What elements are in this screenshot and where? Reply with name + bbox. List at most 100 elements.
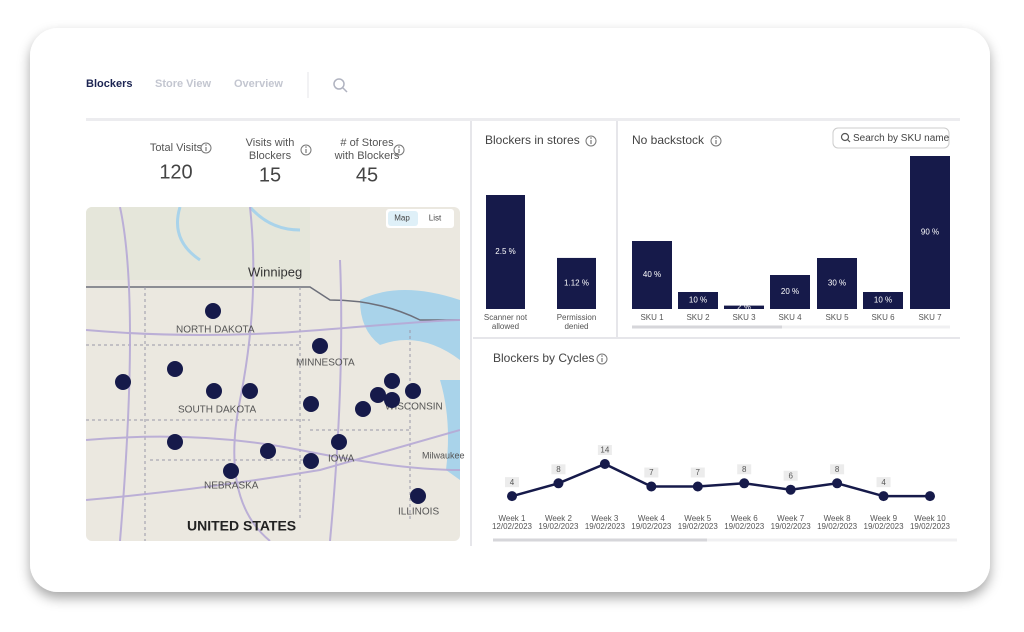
store-dot[interactable] [242, 383, 258, 399]
x-tick-date: 19/02/2023 [817, 522, 858, 531]
store-dot[interactable] [370, 387, 386, 403]
point [925, 491, 935, 502]
map-label: Winnipeg [248, 264, 302, 279]
info-icon [205, 144, 207, 146]
x-tick-label: Week 5 [684, 514, 712, 523]
store-dot[interactable] [384, 373, 400, 389]
kpi-label: Total Visits [150, 142, 203, 154]
store-dot[interactable] [410, 488, 426, 504]
kpi-value: 120 [159, 161, 192, 183]
search-placeholder: Search by SKU name [853, 133, 950, 144]
x-tick-label: Week 9 [870, 514, 898, 523]
line [511, 462, 930, 498]
store-dot[interactable] [303, 453, 319, 469]
info-icon [393, 144, 405, 156]
map-label: NEBRASKA [204, 481, 259, 492]
x-tick-label: allowed [492, 322, 519, 331]
point [785, 484, 796, 495]
x-tick-label: denied [564, 322, 588, 331]
map-label: Milwaukee [422, 450, 465, 460]
store-dot[interactable] [223, 463, 239, 479]
x-tick-label: Week 2 [545, 514, 573, 523]
map-button[interactable]: List [429, 214, 442, 223]
x-tick-date: 19/02/2023 [631, 522, 672, 531]
search-icon [840, 132, 850, 142]
store-dot[interactable] [405, 383, 421, 399]
map-label: NORTH DAKOTA [176, 325, 255, 336]
x-tick-date: 19/02/2023 [585, 522, 626, 531]
store-dot[interactable] [167, 434, 183, 450]
search-box[interactable] [832, 127, 950, 149]
store-dot[interactable] [312, 338, 328, 354]
bar [770, 275, 810, 309]
bar [724, 305, 764, 309]
bar-value-label: 90 % [921, 228, 939, 237]
info-icon [601, 355, 603, 357]
point-label: 6 [788, 471, 793, 480]
store-dot[interactable] [260, 443, 276, 459]
search-icon[interactable] [333, 78, 348, 93]
store-dot[interactable] [303, 396, 319, 412]
map-label: UNITED STATES [187, 518, 296, 534]
x-tick-label: SKU 1 [640, 313, 664, 322]
tab[interactable]: Overview [234, 78, 283, 90]
bar [910, 156, 950, 309]
store-dot[interactable] [331, 434, 347, 450]
tab[interactable]: Blockers [86, 78, 132, 90]
bar [863, 292, 903, 309]
point [553, 478, 564, 489]
store-dot[interactable] [205, 303, 221, 319]
bar-value-label: 2 % [737, 302, 751, 311]
x-tick-label: SKU 5 [825, 313, 849, 322]
bar [486, 195, 525, 309]
bar-value-label: 2.5 % [495, 247, 515, 256]
bar [817, 258, 857, 309]
map-label: MINNESOTA [296, 358, 355, 369]
label-box [690, 467, 705, 478]
x-tick-label: SKU 7 [918, 313, 942, 322]
point-label: 4 [510, 478, 515, 487]
x-tick-label: Permission [557, 313, 597, 322]
bar-value-label: 30 % [828, 279, 846, 288]
x-tick-date: 19/02/2023 [864, 522, 905, 531]
x-tick-date: 12/02/2023 [492, 522, 533, 531]
info-icon [305, 146, 307, 148]
store-dot[interactable] [115, 374, 131, 390]
info-icon [715, 137, 717, 139]
info-icon [585, 135, 597, 147]
bar [678, 292, 718, 309]
point-label: 8 [835, 465, 840, 474]
point [878, 491, 889, 502]
kpi-label: Blockers [249, 150, 292, 162]
map[interactable] [86, 207, 460, 541]
kpi-value: 15 [259, 164, 281, 186]
info-icon [710, 135, 722, 147]
x-tick-label: SKU 4 [778, 313, 802, 322]
map-button[interactable]: Map [394, 214, 410, 223]
store-dot[interactable] [167, 361, 183, 377]
map-label: IOWA [328, 454, 355, 465]
bar-value-label: 10 % [689, 296, 707, 305]
store-dot[interactable] [206, 383, 222, 399]
x-tick-label: Week 4 [638, 514, 666, 523]
map-label: WISCONSIN [385, 402, 443, 413]
bar-value-label: 20 % [781, 287, 799, 296]
x-tick-label: SKU 2 [686, 313, 710, 322]
x-tick-label: Scanner not [484, 313, 528, 322]
bar-value-label: 10 % [874, 296, 892, 305]
store-dot[interactable] [384, 392, 400, 408]
label-box [876, 477, 891, 488]
x-tick-label: SKU 6 [871, 313, 895, 322]
point [646, 481, 657, 492]
point-label: 8 [742, 465, 747, 474]
search-icon [847, 139, 851, 143]
label-box [737, 464, 752, 475]
x-tick-date: 19/02/2023 [771, 522, 812, 531]
x-tick-label: Week 3 [591, 514, 619, 523]
tab[interactable]: Store View [155, 78, 211, 90]
store-dot[interactable] [355, 401, 371, 417]
point [739, 478, 750, 489]
x-tick-label: Week 1 [499, 514, 527, 523]
x-tick-label: Week 7 [777, 514, 805, 523]
